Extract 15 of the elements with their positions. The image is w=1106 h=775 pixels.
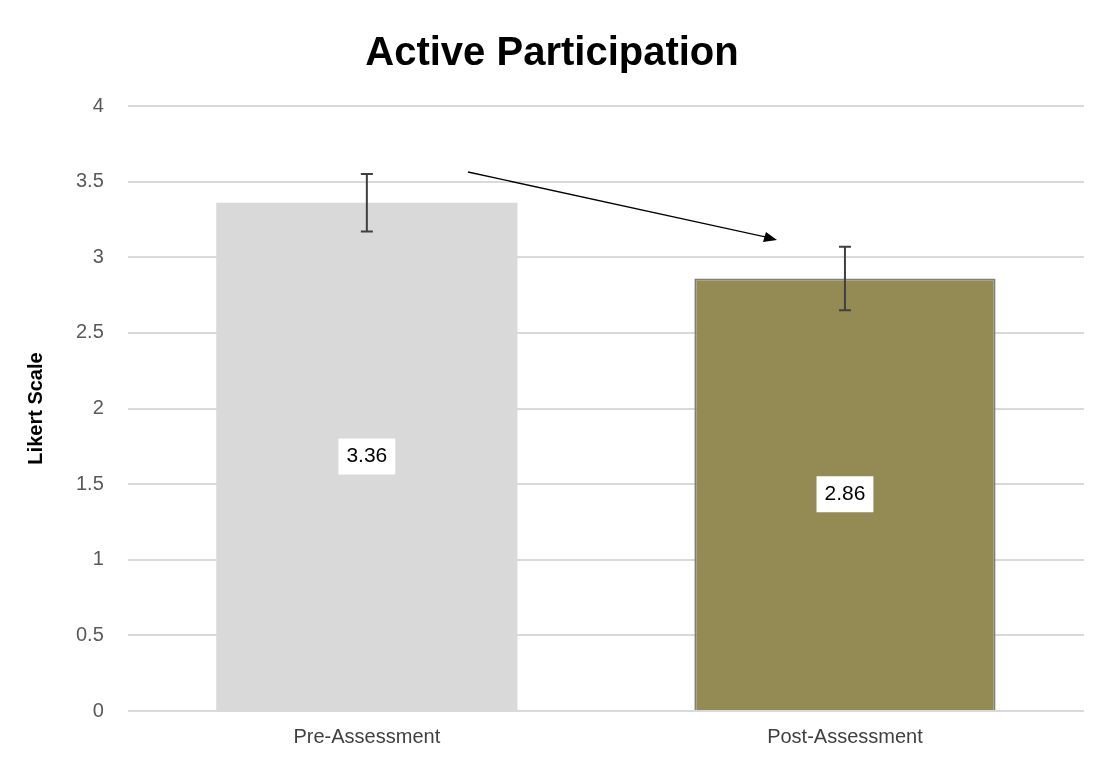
y-tick-label: 3	[92, 244, 104, 267]
y-tick-label: 1.5	[75, 471, 104, 494]
y-tick-label: 1	[92, 547, 104, 570]
data-label: 2.86	[824, 481, 866, 505]
x-tick-label: Post-Assessment	[767, 724, 924, 747]
y-tick-label: 2	[92, 396, 104, 419]
x-tick-label: Pre-Assessment	[293, 724, 441, 747]
y-axis-title: Likert Scale	[23, 352, 46, 465]
y-tick-label: 0.5	[75, 622, 104, 645]
y-tick-label: 4	[92, 93, 104, 116]
chart-title: Active Participation	[365, 29, 739, 74]
data-label: 3.36	[346, 443, 388, 467]
y-tick-label: 3.5	[75, 169, 104, 192]
y-tick-label: 2.5	[75, 320, 104, 343]
y-tick-label: 0	[92, 698, 104, 721]
